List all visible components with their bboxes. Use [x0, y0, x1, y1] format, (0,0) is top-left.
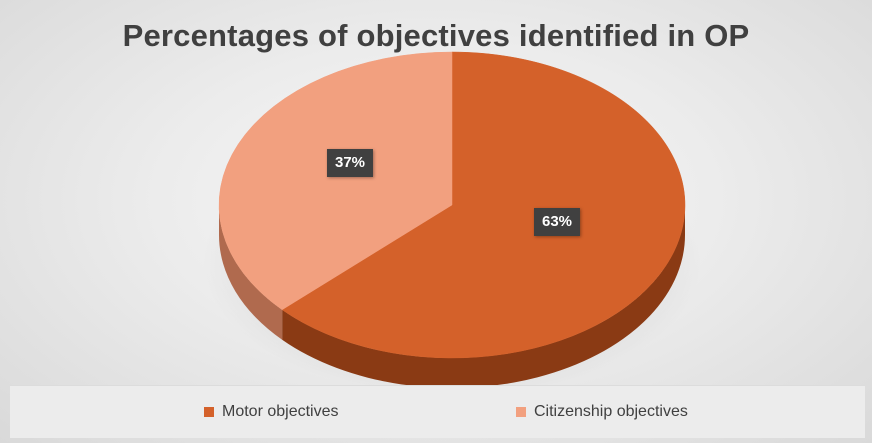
data-label-motor-objectives: 63%	[533, 208, 581, 236]
legend-item-motor-objectives: Motor objectives	[204, 403, 339, 421]
pie-side-citizenship-objectives	[219, 205, 283, 340]
legend-swatch-motor-objectives	[204, 407, 214, 417]
legend-label-citizenship-objectives: Citizenship objectives	[534, 403, 688, 420]
legend: Motor objectives Citizenship objectives	[10, 385, 865, 438]
pie-slice-motor-objectives	[281, 51, 686, 359]
data-label-citizenship-objectives: 37%	[326, 149, 374, 177]
chart-title: Percentages of objectives identified in …	[122, 18, 750, 53]
pie-side-motor-objectives	[282, 205, 685, 389]
legend-label-motor-objectives: Motor objectives	[222, 403, 339, 420]
legend-swatch-citizenship-objectives	[516, 407, 526, 417]
legend-item-citizenship-objectives: Citizenship objectives	[516, 403, 688, 421]
pie-slice-citizenship-objectives	[218, 51, 453, 311]
